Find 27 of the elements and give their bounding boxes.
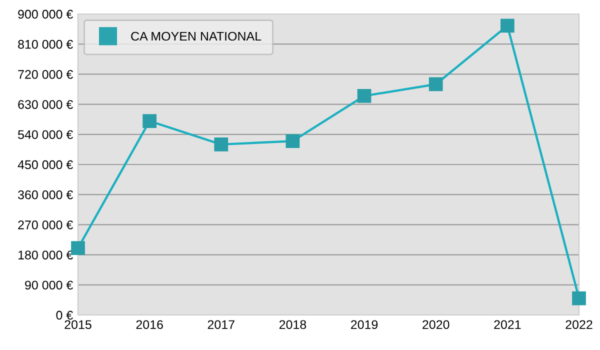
x-tick-label: 2016 (136, 320, 163, 330)
x-tick-label: 2019 (351, 320, 378, 330)
y-tick-label: 270 000 € (18, 220, 73, 230)
y-tick-label: 810 000 € (18, 40, 73, 49)
point (286, 134, 300, 148)
x-tick-label: 2017 (208, 320, 234, 330)
point (428, 77, 443, 92)
y-tick-label: 540 000 € (18, 130, 73, 140)
y-tick-label: 720 000 € (18, 70, 73, 79)
y-tick-label: 450 000 € (18, 160, 73, 170)
point (357, 88, 372, 103)
point (71, 241, 85, 256)
y-tick-label: 90 000 € (25, 280, 73, 290)
point (214, 137, 228, 152)
point (572, 291, 586, 306)
x-tick-label: 2018 (279, 320, 306, 330)
x-tick-label: 2022 (566, 320, 592, 330)
y-tick-label: 900 000 € (18, 10, 73, 19)
point (142, 114, 157, 128)
point (500, 18, 514, 33)
legend-label: CA MOYEN NATIONAL (131, 32, 262, 41)
y-tick-label: 630 000 € (18, 100, 73, 109)
y-tick-label: 360 000 € (18, 190, 73, 200)
x-tick-label: 2021 (494, 320, 521, 330)
x-tick-label: 2015 (64, 320, 92, 330)
y-tick-label: 0 € (56, 310, 73, 320)
x-tick-label: 2020 (422, 320, 450, 330)
